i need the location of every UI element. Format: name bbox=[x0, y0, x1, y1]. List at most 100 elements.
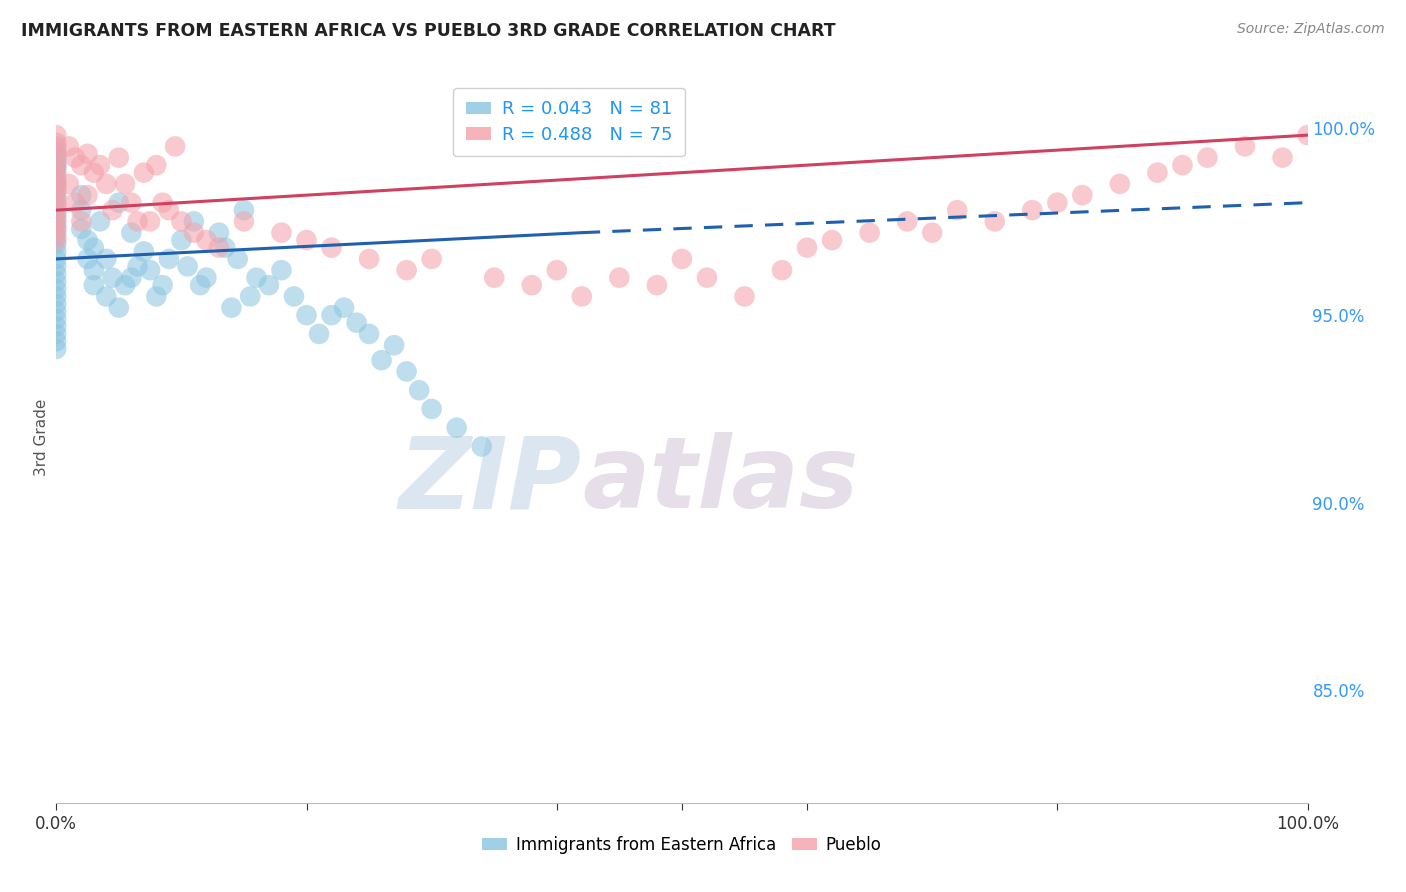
Point bbox=[45, 207, 67, 221]
Point bbox=[120, 195, 142, 210]
Point bbox=[183, 214, 205, 228]
Point bbox=[45, 211, 67, 225]
Point bbox=[101, 203, 124, 218]
Point bbox=[45, 334, 67, 349]
Point bbox=[546, 263, 568, 277]
Point bbox=[257, 278, 280, 293]
Point bbox=[308, 326, 330, 341]
Point bbox=[45, 236, 67, 251]
Point bbox=[45, 185, 67, 199]
Point bbox=[145, 289, 167, 303]
Point bbox=[45, 229, 67, 244]
Point bbox=[83, 263, 105, 277]
Point bbox=[170, 214, 193, 228]
Point bbox=[45, 177, 67, 191]
Text: Source: ZipAtlas.com: Source: ZipAtlas.com bbox=[1237, 22, 1385, 37]
Text: atlas: atlas bbox=[582, 433, 858, 530]
Point bbox=[370, 353, 392, 368]
Point bbox=[671, 252, 693, 266]
Point bbox=[208, 241, 231, 255]
Point bbox=[70, 214, 93, 228]
Point bbox=[395, 263, 418, 277]
Point bbox=[83, 241, 105, 255]
Point bbox=[152, 278, 174, 293]
Point bbox=[1109, 177, 1132, 191]
Point bbox=[108, 151, 131, 165]
Point bbox=[45, 188, 67, 202]
Point bbox=[101, 270, 124, 285]
Point bbox=[45, 214, 67, 228]
Point bbox=[45, 154, 67, 169]
Point bbox=[145, 158, 167, 172]
Point bbox=[83, 166, 105, 180]
Point bbox=[45, 166, 67, 180]
Point bbox=[208, 226, 231, 240]
Point bbox=[45, 177, 67, 191]
Text: ZIP: ZIP bbox=[399, 433, 582, 530]
Point bbox=[420, 401, 443, 416]
Point bbox=[921, 226, 943, 240]
Point bbox=[821, 233, 844, 247]
Point bbox=[1171, 158, 1194, 172]
Point bbox=[70, 188, 93, 202]
Point bbox=[45, 169, 67, 184]
Point bbox=[321, 308, 343, 322]
Point bbox=[76, 233, 98, 247]
Point bbox=[1234, 139, 1257, 153]
Point bbox=[239, 289, 262, 303]
Point bbox=[45, 158, 67, 172]
Point bbox=[45, 180, 67, 194]
Point bbox=[139, 263, 162, 277]
Point bbox=[188, 278, 211, 293]
Point bbox=[152, 195, 174, 210]
Point bbox=[108, 195, 131, 210]
Point bbox=[45, 128, 67, 142]
Point bbox=[63, 151, 86, 165]
Point bbox=[1046, 195, 1069, 210]
Point bbox=[45, 161, 67, 176]
Point bbox=[946, 203, 969, 218]
Point bbox=[58, 177, 80, 191]
Point bbox=[420, 252, 443, 266]
Point bbox=[45, 222, 67, 236]
Point bbox=[45, 342, 67, 356]
Point bbox=[45, 260, 67, 274]
Point bbox=[734, 289, 756, 303]
Point bbox=[45, 226, 67, 240]
Point bbox=[221, 301, 243, 315]
Point bbox=[120, 226, 142, 240]
Point bbox=[45, 151, 67, 165]
Point bbox=[165, 139, 187, 153]
Text: IMMIGRANTS FROM EASTERN AFRICA VS PUEBLO 3RD GRADE CORRELATION CHART: IMMIGRANTS FROM EASTERN AFRICA VS PUEBLO… bbox=[21, 22, 835, 40]
Point bbox=[127, 214, 149, 228]
Point bbox=[295, 308, 318, 322]
Point bbox=[96, 252, 118, 266]
Point bbox=[245, 270, 267, 285]
Point bbox=[45, 312, 67, 326]
Point bbox=[45, 267, 67, 281]
Point bbox=[45, 218, 67, 232]
Point bbox=[770, 263, 793, 277]
Point bbox=[58, 139, 80, 153]
Point bbox=[696, 270, 718, 285]
Point bbox=[157, 252, 180, 266]
Point bbox=[484, 270, 506, 285]
Point bbox=[270, 263, 292, 277]
Point bbox=[359, 326, 381, 341]
Point bbox=[45, 192, 67, 206]
Point bbox=[45, 203, 67, 218]
Point bbox=[176, 260, 198, 274]
Point bbox=[609, 270, 631, 285]
Point bbox=[283, 289, 305, 303]
Point bbox=[108, 301, 131, 315]
Point bbox=[233, 214, 256, 228]
Point bbox=[984, 214, 1007, 228]
Point bbox=[45, 139, 67, 153]
Point bbox=[571, 289, 593, 303]
Point bbox=[45, 319, 67, 334]
Point bbox=[395, 364, 418, 378]
Point bbox=[45, 173, 67, 187]
Point bbox=[333, 301, 356, 315]
Point bbox=[446, 420, 468, 434]
Point bbox=[132, 166, 155, 180]
